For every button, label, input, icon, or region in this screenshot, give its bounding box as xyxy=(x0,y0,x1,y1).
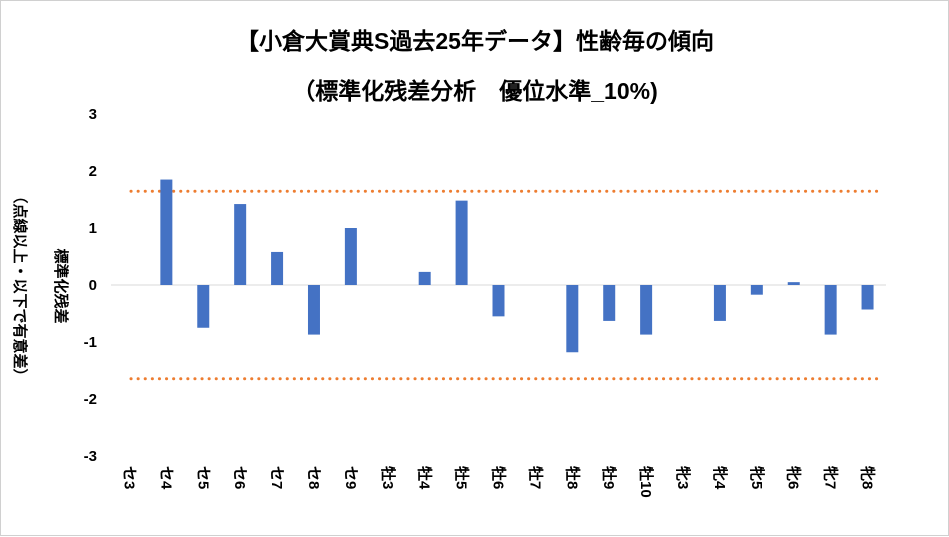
y-tick-label: 2 xyxy=(89,163,97,180)
x-tick-label: セ7 xyxy=(268,466,285,489)
bar xyxy=(492,285,505,317)
bar xyxy=(197,285,210,328)
x-tick-label: 牝4 xyxy=(711,466,729,490)
x-tick-label: 牡9 xyxy=(600,466,618,489)
y-axis-note: （点線以上・以下で有意差） xyxy=(11,188,29,383)
y-tick-label: 3 xyxy=(89,106,97,123)
x-tick-label: 牡3 xyxy=(379,466,397,489)
x-tick-label: 牝6 xyxy=(785,466,803,489)
x-tick-label: セ4 xyxy=(157,466,174,490)
bar xyxy=(271,251,284,285)
bar xyxy=(455,200,468,285)
bar xyxy=(566,285,579,353)
x-tick-labels: セ3 セ4 セ5 セ6 セ7 セ8 セ9 牡3 牡4 牡5 牡6 牡7 牡8 牡9 牡10 牝3 牝4 牝5 牝6 牝… xyxy=(120,466,876,498)
y-tick-label: -3 xyxy=(84,448,97,465)
y-tick-label: -2 xyxy=(84,391,97,408)
x-tick-label: 牝7 xyxy=(822,466,840,489)
bar xyxy=(418,271,431,285)
bar xyxy=(640,285,653,335)
x-tick-label: 牝5 xyxy=(748,466,766,489)
bar xyxy=(861,285,874,310)
chart-title: 【小倉大賞典S過去25年データ】性齢毎の傾向 xyxy=(236,28,714,54)
x-tick-label: 牝8 xyxy=(859,466,877,489)
x-tick-label: セ5 xyxy=(194,466,211,489)
bar xyxy=(344,228,357,285)
x-tick-label: セ3 xyxy=(120,466,137,489)
x-tick-label: 牡8 xyxy=(563,466,581,489)
x-tick-label: 牡5 xyxy=(453,466,471,489)
x-tick-label: セ8 xyxy=(305,466,322,489)
x-tick-label: 牡10 xyxy=(637,466,655,498)
y-tick-labels: 3 2 1 0 -1 -2 -3 xyxy=(84,106,97,465)
bar xyxy=(750,285,763,295)
bar xyxy=(307,285,320,335)
y-tick-label: -1 xyxy=(84,334,97,351)
bar xyxy=(824,285,837,335)
x-tick-label: セ6 xyxy=(231,466,248,489)
bar xyxy=(160,179,173,285)
x-tick-label: セ9 xyxy=(342,466,359,489)
bar xyxy=(603,285,616,321)
y-axis-title: 標準化残差 （点線以上・以下で有意差） xyxy=(11,188,70,383)
bars xyxy=(160,179,874,353)
bar xyxy=(713,285,726,321)
chart-subtitle: （標準化残差分析 優位水準_10%) xyxy=(292,78,657,104)
x-tick-label: 牡7 xyxy=(526,466,544,489)
y-tick-label: 1 xyxy=(89,220,97,237)
y-axis-label: 標準化残差 xyxy=(52,248,70,323)
bar xyxy=(787,282,800,285)
y-tick-label: 0 xyxy=(89,277,97,294)
bar xyxy=(234,204,247,285)
x-tick-label: 牡6 xyxy=(490,466,508,489)
x-tick-label: 牝3 xyxy=(674,466,692,489)
x-tick-label: 牡4 xyxy=(416,466,434,490)
